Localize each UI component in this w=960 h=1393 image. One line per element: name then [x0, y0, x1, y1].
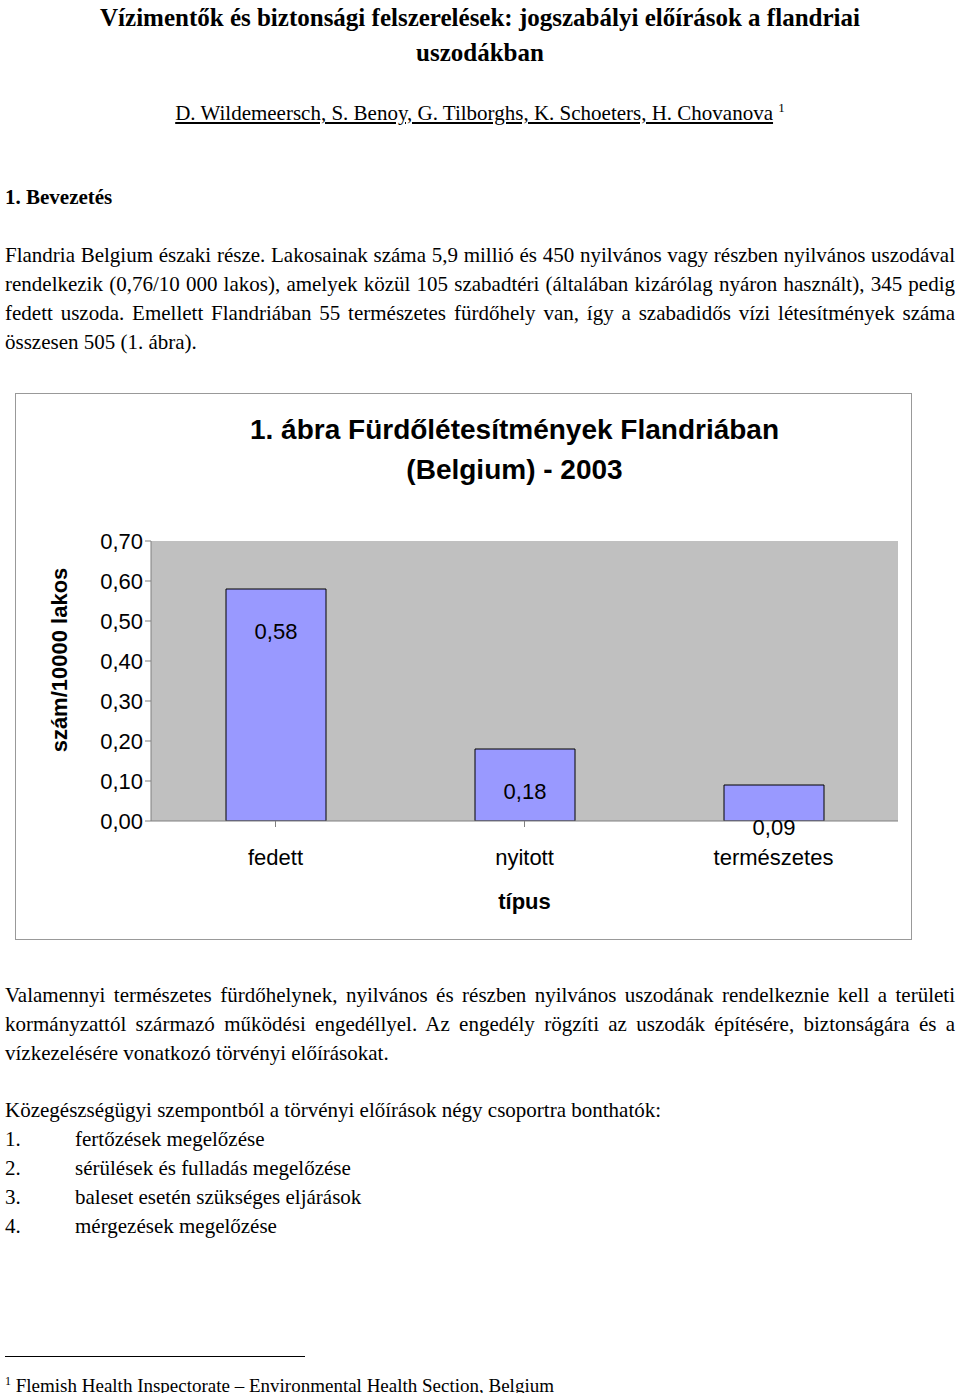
html-text:1. Bevezetés: 1. Bevezetés — [5, 185, 113, 209]
html-text:szám/10000 lakos: szám/10000 lakos — [47, 567, 72, 753]
svg-text:fedett: fedett — [248, 845, 303, 870]
html-text:3.: 3. — [5, 1185, 21, 1209]
svg-text:0,00: 0,00 — [100, 809, 143, 834]
html-text:Flandria Belgium északi része.: Flandria Belgium északi része. Lakosaina… — [5, 243, 955, 354]
svg-text:típus: típus — [498, 889, 551, 914]
html-text:1: 1 — [5, 1374, 11, 1388]
html-text:1.: 1. — [5, 1127, 21, 1151]
html-text:(Belgium) - 2003: (Belgium) - 2003 — [406, 454, 623, 485]
svg-text:0,18: 0,18 — [504, 779, 547, 804]
svg-text:természetes: természetes — [714, 845, 834, 870]
html-text:D. Wildemeersch, S. Benoy, G.: D. Wildemeersch, S. Benoy, G. Tilborghs,… — [175, 100, 785, 125]
html-text:4.: 4. — [5, 1214, 21, 1238]
svg-text:0,60: 0,60 — [100, 569, 143, 594]
svg-text:0,50: 0,50 — [100, 609, 143, 634]
html-text:2.: 2. — [5, 1156, 21, 1180]
svg-text:0,30: 0,30 — [100, 689, 143, 714]
svg-text:0,09: 0,09 — [753, 815, 796, 840]
html-text:Valamennyi természetes fürdőhe: Valamennyi természetes fürdőhelynek, nyi… — [5, 983, 955, 1065]
html-text:baleset esetén szükséges eljár: baleset esetén szükséges eljárások — [75, 1185, 362, 1209]
html-text:mérgezések megelőzése: mérgezések megelőzése — [75, 1214, 277, 1238]
html-text:fertőzések megelőzése: fertőzések megelőzése — [75, 1127, 265, 1151]
html-text:Közegészségügyi szempontból a: Közegészségügyi szempontból a törvényi e… — [5, 1098, 662, 1122]
svg-text:0,58: 0,58 — [255, 619, 298, 644]
svg-text:0,70: 0,70 — [100, 529, 143, 554]
html-text:1. ábra Fürdőlétesítmények Fla: 1. ábra Fürdőlétesítmények Flandriában — [250, 414, 779, 445]
html-text:uszodákban: uszodákban — [416, 39, 544, 66]
svg-text:0,10: 0,10 — [100, 769, 143, 794]
svg-text:0,40: 0,40 — [100, 649, 143, 674]
svg-text:nyitott: nyitott — [495, 845, 554, 870]
html-text:Vízimentők és biztonsági felsz: Vízimentők és biztonsági felszerelések: … — [100, 4, 860, 31]
html-text:sérülések és fulladás megelőzé: sérülések és fulladás megelőzése — [75, 1156, 351, 1180]
svg-text:0,20: 0,20 — [100, 729, 143, 754]
